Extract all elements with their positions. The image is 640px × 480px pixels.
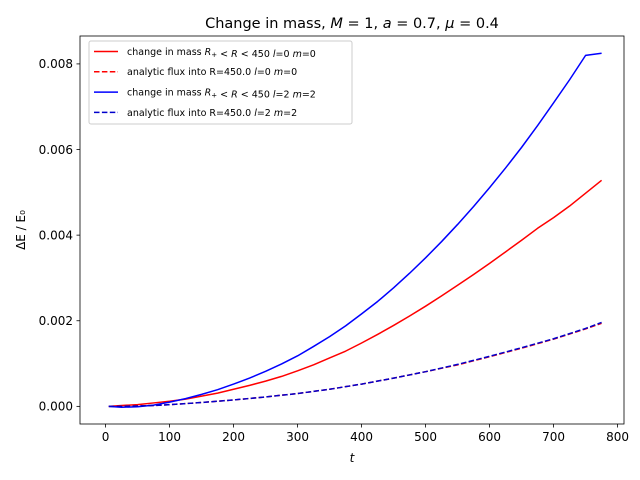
series-line-4	[108, 321, 602, 408]
legend-box	[88, 40, 353, 125]
x-tick-label: 300	[286, 430, 309, 444]
series-line-1	[108, 179, 603, 408]
x-tick-label: 700	[542, 430, 565, 444]
x-tick-label: 100	[158, 430, 181, 444]
chart-title: Change in mass, M = 1, a = 0.7, μ = 0.4	[205, 16, 499, 32]
legend-label-2: analytic flux into R=450.0 l=0 m=0	[127, 67, 297, 78]
x-tick-label: 400	[350, 430, 373, 444]
y-tick-label: 0.000	[39, 400, 73, 414]
y-axis-label: ΔE / E₀	[14, 210, 28, 250]
x-tick-label: 800	[606, 430, 629, 444]
plot-frame	[79, 35, 625, 425]
y-tick-label: 0.006	[39, 143, 73, 157]
y-tick-label: 0.002	[39, 314, 73, 328]
legend-label-4: analytic flux into R=450.0 l=2 m=2	[127, 108, 297, 119]
x-tick-label: 500	[414, 430, 437, 444]
x-tick-label: 0	[102, 430, 110, 444]
x-tick-label: 200	[222, 430, 245, 444]
series-line-2	[108, 322, 602, 408]
y-tick-label: 0.004	[39, 228, 73, 242]
x-tick-label: 600	[478, 430, 501, 444]
x-axis-label: t	[350, 451, 356, 465]
y-tick-label: 0.008	[39, 57, 73, 71]
series-line-3	[108, 52, 602, 408]
legend-label-3: change in mass R+ < R < 450 l=2 m=2	[127, 88, 316, 101]
legend-label-1: change in mass R+ < R < 450 l=0 m=0	[127, 47, 316, 60]
